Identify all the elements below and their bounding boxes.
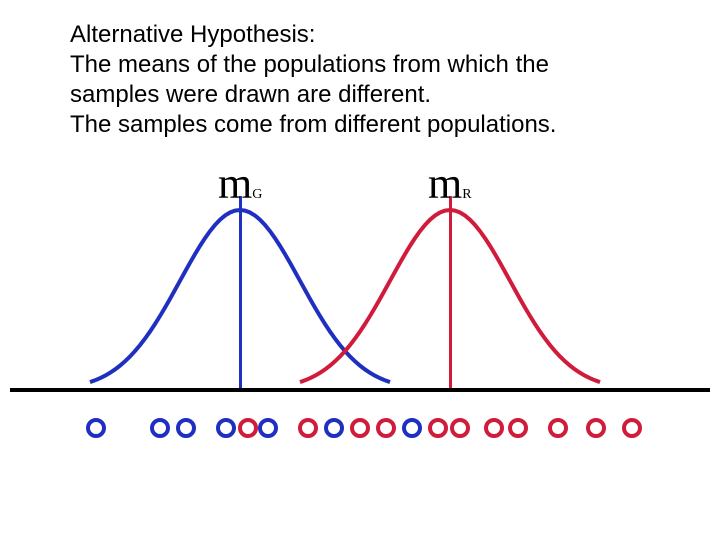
sample-dot [298, 418, 318, 438]
sample-dot [586, 418, 606, 438]
sample-dot [324, 418, 344, 438]
sample-dot [150, 418, 170, 438]
red-mean-line [449, 196, 452, 390]
sample-dot [258, 418, 278, 438]
mu-r-subscript: R [462, 187, 471, 202]
sample-dot [86, 418, 106, 438]
mu-g-symbol: m [218, 159, 252, 208]
sample-dot [216, 418, 236, 438]
sample-dot [238, 418, 258, 438]
sample-dot [508, 418, 528, 438]
mu-g-label: mG [218, 162, 262, 206]
blue-mean-line [239, 196, 242, 390]
mu-r-symbol: m [428, 159, 462, 208]
mu-g-subscript: G [252, 187, 262, 202]
x-axis [10, 388, 710, 392]
sample-dot [548, 418, 568, 438]
sample-dot [622, 418, 642, 438]
sample-dot [402, 418, 422, 438]
sample-dot [176, 418, 196, 438]
diagram-canvas: Alternative Hypothesis: The means of the… [0, 0, 720, 540]
sample-dot [428, 418, 448, 438]
mu-r-label: mR [428, 162, 472, 206]
sample-dot [450, 418, 470, 438]
sample-dot [376, 418, 396, 438]
curves-svg [0, 0, 720, 540]
sample-dot [350, 418, 370, 438]
sample-dot [484, 418, 504, 438]
